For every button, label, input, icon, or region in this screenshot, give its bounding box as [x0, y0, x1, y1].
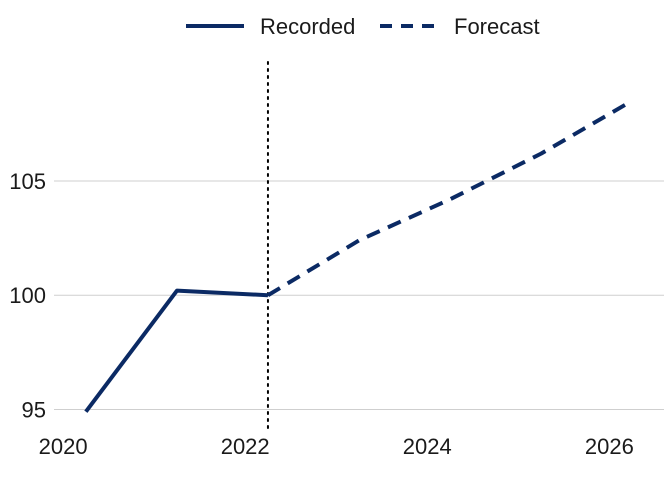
x-tick-label: 2026 — [585, 434, 634, 459]
x-tick-labels: 2020 2022 2024 2026 — [39, 434, 634, 459]
legend-label-forecast: Forecast — [454, 14, 540, 39]
series-lines — [84, 101, 629, 413]
legend-label-recorded: Recorded — [260, 14, 355, 39]
y-tick-labels: 95 100 105 — [9, 169, 46, 422]
y-gridlines — [54, 180, 664, 410]
series-line-forecast — [266, 101, 629, 297]
y-tick-label: 95 — [22, 397, 46, 422]
x-tick-label: 2022 — [221, 434, 270, 459]
legend: Recorded Forecast — [186, 14, 540, 39]
x-tick-label: 2020 — [39, 434, 88, 459]
y-tick-label: 105 — [9, 169, 46, 194]
y-tick-label: 100 — [9, 283, 46, 308]
x-tick-label: 2024 — [403, 434, 452, 459]
series-line-recorded — [84, 288, 269, 413]
